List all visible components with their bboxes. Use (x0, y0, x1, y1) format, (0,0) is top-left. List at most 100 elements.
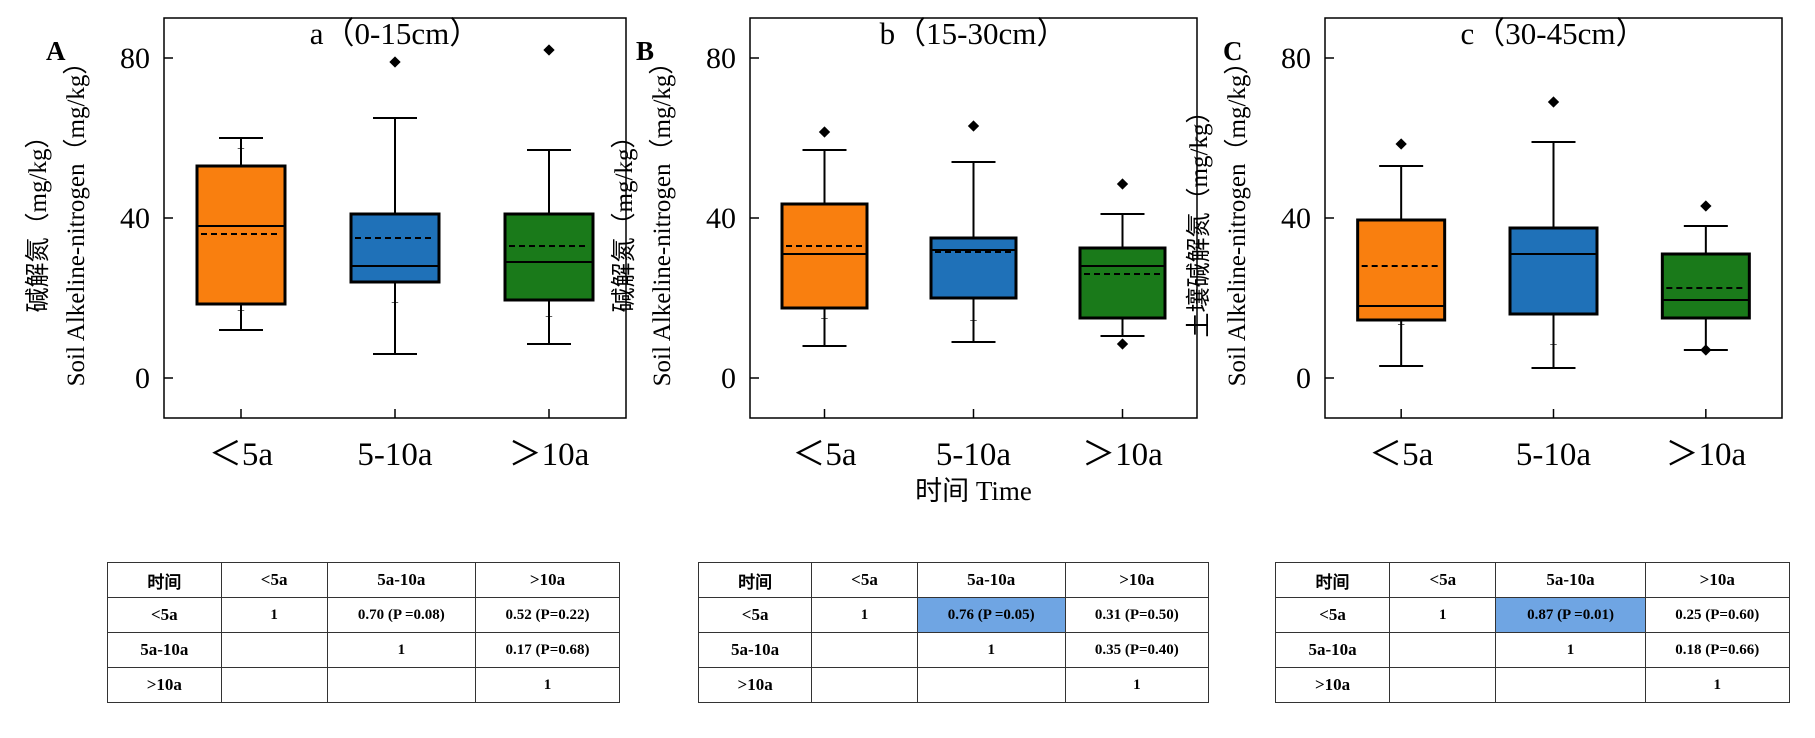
chart-title: b（15-30cm） (880, 16, 1068, 51)
x-tick-label: ＞10a (1082, 437, 1163, 473)
table-cell: 0.87 (P =0.01) (1495, 597, 1646, 633)
table-cell: 0.76 (P =0.05) (916, 597, 1066, 633)
table-cell (326, 667, 477, 703)
outlier-point (543, 44, 555, 56)
table-cell: 5a-10a (1274, 632, 1391, 668)
box-iqr (929, 236, 1018, 300)
correlation-table-a: 时间 <5a 5a-10a >10a <5a 1 0.70 (P =0.08) 0.52 (P… (107, 562, 620, 703)
box-1: + (1356, 138, 1447, 367)
correlation-table-b: 时间 <5a 5a-10a >10a <5a 1 0.76 (P =0.05) 0.31 (P… (697, 562, 1209, 703)
chart-panel-c: 0 40 80 ＜5a 5-10a ＞10a + + c（30-45cm） C 土壤碱解氮（mg/k… (1185, 16, 1783, 473)
table-cell: >10a (1274, 667, 1391, 703)
y-tick-label: 40 (706, 202, 736, 235)
table-header-cell: <5a (811, 562, 918, 598)
outlier-point (389, 56, 401, 68)
extreme-marker: + (237, 142, 245, 157)
table-cell: 1 (811, 597, 918, 633)
table-cell: 1 (220, 597, 328, 633)
table-header-cell: 5a-10a (916, 562, 1066, 598)
table-cell (1495, 667, 1646, 703)
table-cell (811, 667, 918, 703)
table-cell: 1 (1389, 597, 1497, 633)
table-cell: 5a-10a (107, 632, 222, 668)
extreme-marker: + (1397, 318, 1405, 333)
table-cell: <5a (697, 597, 813, 633)
table-header-cell: 时间 (697, 562, 813, 598)
y-tick-label: 0 (1296, 362, 1311, 395)
table-header-cell: <5a (1389, 562, 1497, 598)
y-tick-label: 40 (120, 202, 150, 235)
x-tick-label: 5-10a (936, 437, 1011, 473)
outlier-point (1116, 338, 1129, 350)
box-2: + (1508, 96, 1599, 369)
table-cell: 1 (1064, 667, 1209, 703)
chart-title: a（0-15cm） (310, 16, 480, 51)
y-tick-label: 80 (1281, 42, 1311, 75)
table-cell: 1 (326, 632, 477, 668)
outlier-point (818, 126, 831, 138)
table-cell: 1 (1644, 667, 1790, 703)
table-row: 时间 <5a 5a-10a >10a (107, 562, 620, 598)
box-iqr (1078, 246, 1167, 320)
box-1: + (780, 126, 869, 347)
table-header-cell: >10a (1064, 562, 1209, 598)
table-row: 5a-10a 1 0.35 (P=0.40) (697, 632, 1209, 668)
extreme-marker: + (821, 312, 829, 327)
table-row: >10a 1 (697, 667, 1209, 703)
x-tick-label: ＜5a (1369, 437, 1434, 473)
table-cell: 5a-10a (697, 632, 813, 668)
x-tick-label: ＜5a (792, 437, 857, 473)
x-tick-label: ＞10a (509, 437, 590, 473)
table-cell: 0.52 (P=0.22) (475, 597, 620, 633)
table-cell: 0.25 (P=0.60) (1644, 597, 1790, 633)
table-header-cell: <5a (220, 562, 328, 598)
table-cell: 0.35 (P=0.40) (1064, 632, 1209, 668)
extreme-marker: + (237, 304, 245, 319)
table-header-cell: 5a-10a (1495, 562, 1646, 598)
y-tick-label: 80 (706, 42, 736, 75)
table-row: <5a 1 0.76 (P =0.05) 0.31 (P=0.50) (697, 597, 1209, 633)
table-row: 5a-10a 1 0.17 (P=0.68) (107, 632, 620, 668)
y-axis-label-cn: 土壤碱解氮（mg/kg） (1185, 99, 1213, 338)
box-iqr (1660, 252, 1751, 320)
outlier-point (1395, 138, 1407, 150)
y-axis-label-cn: 碱解氮（mg/kg） (24, 124, 52, 313)
box-1: ++ (195, 137, 287, 331)
table-header-cell: >10a (475, 562, 620, 598)
x-tick-label: 5-10a (1516, 437, 1591, 473)
table-cell (220, 667, 328, 703)
table-row: 时间 <5a 5a-10a >10a (1274, 562, 1790, 598)
table-cell (811, 632, 918, 668)
table-header-cell: 时间 (1274, 562, 1391, 598)
x-axis-label: 时间 Time (915, 476, 1032, 506)
y-tick-label: 80 (120, 42, 150, 75)
extreme-marker: + (970, 314, 978, 329)
table-row: 5a-10a 1 0.18 (P=0.66) (1274, 632, 1790, 668)
y-axis-label-cn: 碱解氮（mg/kg） (610, 124, 638, 313)
table-cell: 1 (916, 632, 1066, 668)
x-tick-label: ＞10a (1666, 437, 1747, 473)
box-2: + (929, 120, 1018, 343)
table-row: >10a 1 (107, 667, 620, 703)
box-3 (1660, 200, 1751, 356)
x-tick-label: 5-10a (357, 437, 432, 473)
table-row: <5a 1 0.87 (P =0.01) 0.25 (P=0.60) (1274, 597, 1790, 633)
panel-letter: B (636, 36, 654, 66)
panel-letter: C (1223, 36, 1243, 66)
outlier-point (1700, 200, 1712, 212)
box-2: + (349, 56, 441, 355)
box-iqr (780, 202, 869, 310)
y-axis-label-en: Soil Alkeline-nitrogen（mg/kg） (648, 50, 676, 387)
table-row: 时间 <5a 5a-10a >10a (697, 562, 1209, 598)
table-cell: <5a (107, 597, 222, 633)
table-cell (220, 632, 328, 668)
table-header-cell: >10a (1644, 562, 1790, 598)
y-tick-label: 0 (135, 362, 150, 395)
extreme-marker: + (1550, 338, 1558, 353)
outlier-point (1116, 178, 1129, 190)
box-iqr (349, 212, 441, 284)
table-cell (1389, 632, 1497, 668)
outlier-point (1700, 344, 1712, 356)
chart-panel-b: 0 40 80 ＜5a 5-10a ＞10a + + b（15-30cm） B 碱解氮（mg/kg）… (610, 16, 1198, 506)
y-axis-label-en: Soil Alkeline-nitrogen（mg/kg） (62, 50, 90, 387)
